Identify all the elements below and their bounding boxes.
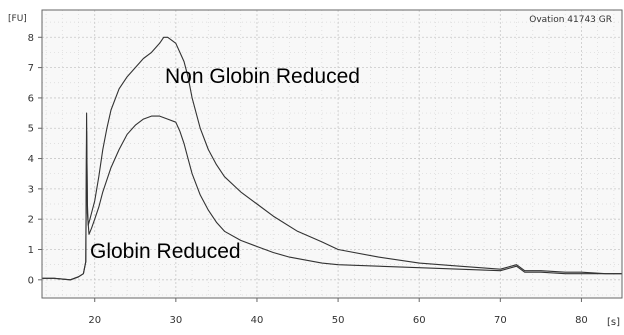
x-tick-label: 40: [251, 315, 264, 326]
y-tick-label: 3: [28, 184, 34, 195]
y-tick-label: 2: [28, 215, 34, 226]
x-tick-label: 70: [494, 315, 507, 326]
x-tick-label: 50: [332, 315, 345, 326]
y-tick-label: 6: [28, 93, 34, 104]
x-axis-unit-label: [s]: [607, 317, 620, 328]
axes: 0 1 2 3 4 5 6 7 8 20 30 40 50 60 70 80: [28, 33, 588, 326]
plot-area: [42, 10, 622, 298]
annotation-non-globin-reduced: Non Globin Reduced: [165, 65, 360, 88]
y-tick-label: 8: [28, 33, 34, 44]
x-tick-label: 60: [413, 315, 426, 326]
x-tick-label: 80: [575, 315, 588, 326]
y-tick-label: 0: [28, 275, 34, 286]
y-tick-label: 7: [28, 63, 34, 74]
sample-label: Ovation 41743 GR: [529, 15, 612, 25]
series-line-1: [42, 36, 622, 281]
annotation-globin-reduced: Globin Reduced: [90, 240, 241, 263]
y-tick-label: 5: [28, 124, 34, 135]
x-tick-label: 20: [88, 315, 101, 326]
gridlines: [42, 10, 622, 298]
y-tick-label: 4: [28, 154, 34, 165]
series-line-2: [42, 112, 622, 281]
traces: [42, 36, 622, 281]
plot-frame: [41, 9, 623, 299]
x-tick-label: 30: [169, 315, 182, 326]
y-axis-unit-label: [FU]: [8, 14, 27, 24]
y-tick-label: 1: [28, 245, 34, 256]
